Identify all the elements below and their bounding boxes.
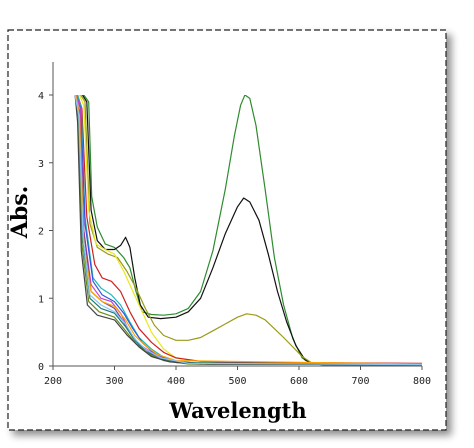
spectrum-series-line-5 (77, 95, 422, 364)
spectrum-series-line-3 (80, 95, 422, 366)
spectrum-series-line-14 (74, 95, 422, 366)
x-tick-label: 700 (351, 376, 369, 387)
spectrum-series-line-2 (81, 95, 422, 366)
y-axis-title: Abs. (7, 186, 33, 240)
x-axis-title: Wavelength (168, 398, 306, 423)
x-tick-label: 500 (228, 376, 246, 387)
x-tick-label: 200 (44, 376, 62, 387)
x-tick-label: 300 (105, 376, 123, 387)
y-tick-label: 2 (38, 227, 44, 238)
x-tick-label: 400 (167, 376, 185, 387)
x-tick-label: 800 (413, 376, 431, 387)
y-tick-label: 1 (38, 294, 44, 305)
spectrum-series-line-12 (74, 95, 422, 366)
x-tick-label: 600 (290, 376, 308, 387)
y-tick-label: 4 (38, 91, 44, 102)
y-tick-label: 3 (38, 159, 44, 170)
y-tick-label: 0 (38, 362, 44, 373)
